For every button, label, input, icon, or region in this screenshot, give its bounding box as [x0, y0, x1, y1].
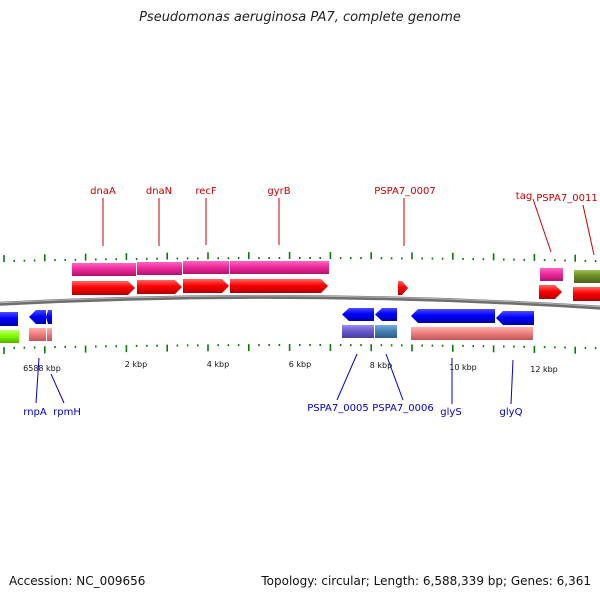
gene-label-PSPA7_0011[interactable]: PSPA7_0011 — [536, 193, 597, 204]
label-leaders-top — [102, 198, 595, 256]
gene-label-rpmH[interactable]: rpmH — [53, 407, 81, 418]
gene-arrow-glyS[interactable] — [411, 309, 495, 323]
cds-bar-PSPA7_0006[interactable] — [375, 325, 397, 338]
gene-label-dnaN[interactable]: dnaN — [146, 186, 172, 197]
cds-bar-PSPA7_0011[interactable] — [574, 270, 600, 283]
gene-arrow-left-edge[interactable] — [0, 312, 18, 326]
cds-bar-glyS-glyQ[interactable] — [411, 327, 533, 340]
accession-text: Accession: NC_009656 — [9, 574, 146, 588]
cds-bar-recF[interactable] — [183, 261, 229, 274]
map-title: Pseudomonas aeruginosa PA7, complete gen… — [139, 10, 461, 25]
gene-label-recF[interactable]: recF — [195, 186, 217, 197]
gene-arrow-PSPA7_0005[interactable] — [342, 308, 374, 321]
cds-bar-dnaA[interactable] — [72, 263, 136, 276]
cds-bar-PSPA7_0005[interactable] — [342, 325, 374, 338]
gene-label-dnaA[interactable]: dnaA — [90, 186, 116, 197]
gene-label-PSPA7_0007[interactable]: PSPA7_0007 — [374, 186, 435, 197]
gene-arrow-PSPA7_0006[interactable] — [375, 308, 397, 321]
genome-backbone-highlight — [0, 295, 600, 308]
cds-bar-tag[interactable] — [540, 268, 563, 281]
gene-label-gyrB[interactable]: gyrB — [267, 186, 290, 197]
cds-bar-gyrB[interactable] — [230, 261, 329, 274]
scale-label-6kbp: 6 kbp — [289, 360, 311, 369]
tick-marks-top — [3, 252, 597, 263]
gene-label-glyS[interactable]: glyS — [440, 407, 461, 418]
gene-arrow-glyQ[interactable] — [496, 311, 534, 325]
gene-arrow-rpmH[interactable] — [46, 310, 52, 324]
cds-bar-left-edge[interactable] — [0, 330, 19, 343]
gene-arrow-PSPA7_0007[interactable] — [398, 281, 408, 295]
gene-label-PSPA7_0005[interactable]: PSPA7_0005 — [307, 403, 368, 414]
gene-arrow-tag[interactable] — [539, 285, 562, 299]
gene-label-PSPA7_0006[interactable]: PSPA7_0006 — [372, 403, 433, 414]
gene-arrow-dnaN[interactable] — [137, 280, 182, 294]
scale-label-8kbp: 8 kbp — [370, 361, 392, 370]
gene-arrow-rnpA[interactable] — [29, 310, 46, 324]
gene-arrow-recF[interactable] — [183, 279, 229, 293]
gene-arrow-PSPA7_0011[interactable] — [573, 287, 600, 301]
gene-arrow-gyrB[interactable] — [230, 279, 328, 293]
gene-label-rnpA[interactable]: rnpA — [23, 407, 47, 418]
label-leaders-bottom — [35, 353, 514, 405]
scale-label-12kbp: 12 kbp — [530, 365, 558, 374]
scale-label-4kbp: 4 kbp — [207, 360, 229, 369]
scale-label-start: 6588 kbp — [23, 364, 61, 373]
cds-bar-rnpA[interactable] — [29, 328, 46, 341]
tick-marks-bottom — [3, 344, 597, 355]
scale-label-10kbp: 10 kbp — [449, 363, 477, 372]
genome-summary-text: Topology: circular; Length: 6,588,339 bp… — [261, 574, 591, 588]
cds-bar-rpmH[interactable] — [47, 328, 52, 341]
gene-label-glyQ[interactable]: glyQ — [500, 407, 523, 418]
genome-backbone — [0, 294, 600, 310]
gene-arrow-dnaA[interactable] — [72, 281, 135, 295]
gene-label-tag[interactable]: tag — [516, 191, 532, 202]
cds-bar-dnaN[interactable] — [137, 262, 182, 275]
scale-label-2kbp: 2 kbp — [125, 360, 147, 369]
